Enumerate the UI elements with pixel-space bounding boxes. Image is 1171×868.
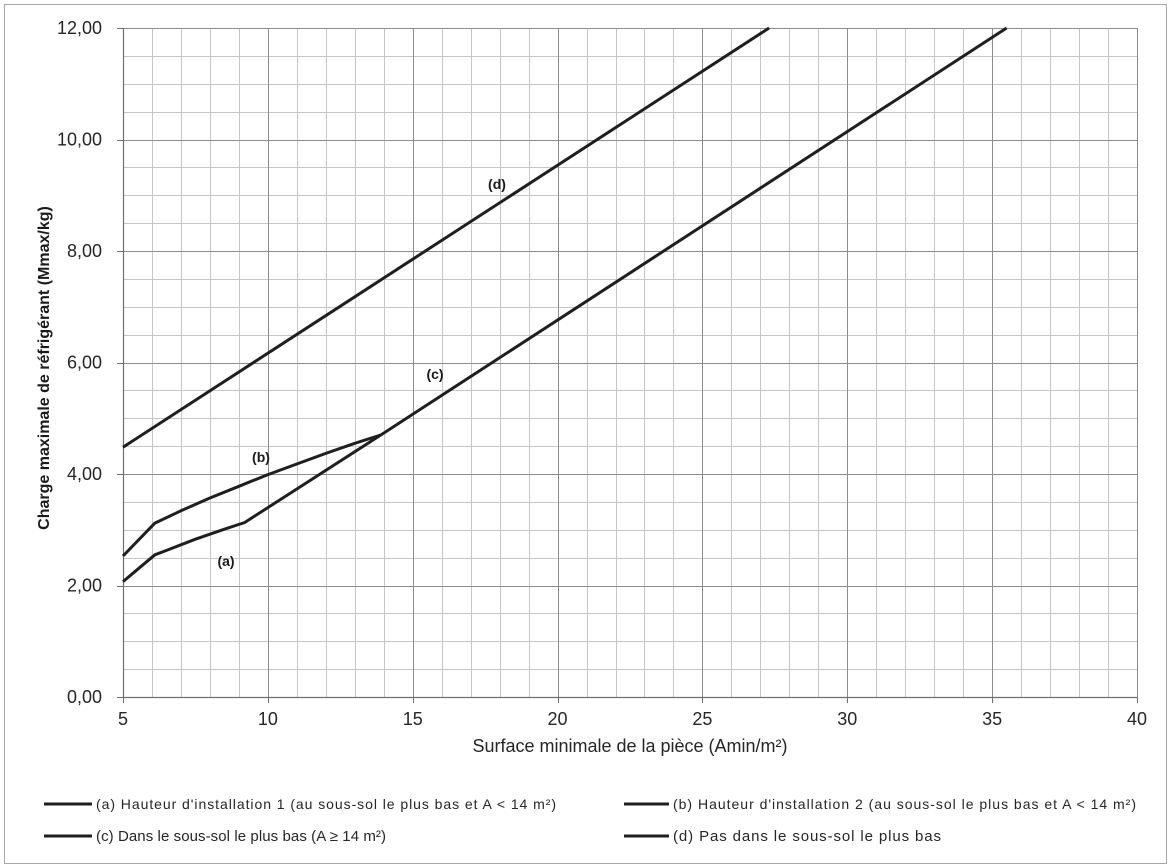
series-label-b: (b) [252,449,270,465]
y-tick-label: 10,00 [57,130,102,150]
series-line-d [122,26,770,449]
series-line-c [379,26,1008,437]
tick-labels: 5 10 15 20 25 30 35 40 0,00 2,00 4,00 6,00 8,00 10,00… [57,18,1147,729]
x-tick-label: 30 [837,709,857,729]
legend-label-b: (b) Hauteur d'installation 2 (au sous-so… [673,796,1136,812]
y-tick-label: 0,00 [67,687,102,707]
x-tick-label: 15 [403,709,423,729]
series-lines [121,26,1008,583]
legend-item-c: (c) Dans le sous-sol le plus bas (A ≥ 14… [44,828,386,845]
x-tick-label: 40 [1127,709,1147,729]
x-axis-label: Surface minimale de la pièce (Amin/m²) [472,736,787,756]
x-tick-label: 5 [118,709,128,729]
grid-minor [123,28,1137,697]
series-label-a: (a) [217,553,234,569]
axes [117,28,1138,703]
x-tick-label: 35 [982,709,1002,729]
series-annotations: (d) (c) (b) (a) [217,176,506,569]
y-tick-label: 2,00 [67,576,102,596]
y-tick-label: 12,00 [57,18,102,38]
legend-label-d: (d) Pas dans le sous-sol le plus bas [673,828,941,845]
legend: (a) Hauteur d'installation 1 (au sous-so… [44,796,1136,845]
series-line-a [122,433,382,583]
series-label-c: (c) [426,366,443,382]
series-label-d: (d) [488,176,506,192]
legend-item-b: (b) Hauteur d'installation 2 (au sous-so… [624,796,1136,812]
legend-label-c: (c) Dans le sous-sol le plus bas (A ≥ 14… [96,828,386,845]
legend-item-a: (a) Hauteur d'installation 1 (au sous-so… [44,796,556,812]
legend-label-a: (a) Hauteur d'installation 1 (au sous-so… [96,796,556,812]
y-axis-label: Charge maximale de réfrigérant (Mmax/kg) [36,206,53,530]
y-tick-label: 6,00 [67,353,102,373]
legend-item-d: (d) Pas dans le sous-sol le plus bas [624,828,941,845]
x-tick-label: 10 [258,709,278,729]
x-tick-label: 20 [548,709,568,729]
series-line-b [121,433,382,558]
x-tick-label: 25 [692,709,712,729]
y-tick-label: 8,00 [67,241,102,261]
y-tick-label: 4,00 [67,464,102,484]
